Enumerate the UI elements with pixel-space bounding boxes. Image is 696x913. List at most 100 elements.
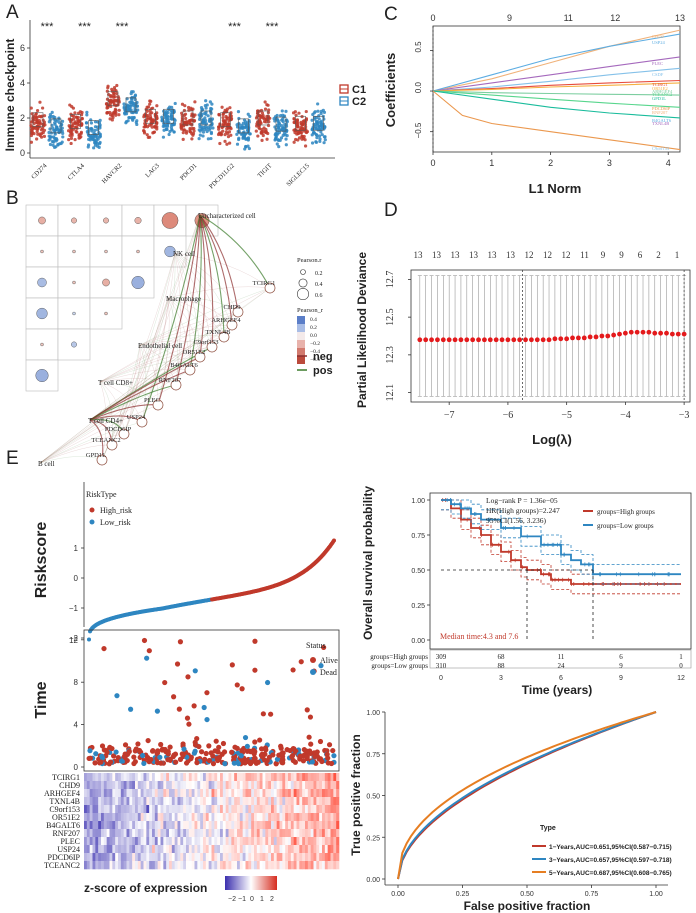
panel-a-point <box>72 114 76 118</box>
panel-a-point <box>95 138 99 142</box>
panel-a-point <box>133 93 138 97</box>
panel-a-point <box>60 119 65 123</box>
panel-a-point <box>170 105 174 109</box>
panel-a-point <box>36 132 40 136</box>
panel-a-point <box>34 113 38 117</box>
panel-a-point <box>70 118 74 122</box>
panel-a-point <box>57 130 61 135</box>
panel-a-point <box>111 95 116 99</box>
panel-a-point <box>61 135 65 139</box>
panel-a-point <box>50 110 54 114</box>
panel-a-point <box>185 121 189 126</box>
panel-a-point <box>75 125 79 129</box>
panel-a-point <box>148 112 152 116</box>
panel-a-point <box>173 101 177 106</box>
panel-a-point <box>76 115 80 120</box>
panel-a-point <box>226 131 230 136</box>
panel-a-point <box>58 124 63 129</box>
panel-a-point <box>148 99 152 103</box>
panel-a-point <box>108 110 112 115</box>
panel-a-point <box>225 142 229 146</box>
panel-a-point <box>117 113 121 117</box>
panel-a-point <box>199 106 204 110</box>
panel-a-point <box>117 108 121 112</box>
panel-a-point <box>91 137 95 142</box>
panel-a-point <box>210 117 215 121</box>
panel-a-point <box>229 127 233 131</box>
panel-a-point <box>53 121 57 125</box>
panel-a-point <box>204 125 208 129</box>
panel-a-point <box>191 113 195 117</box>
panel-a-point <box>69 136 74 140</box>
panel-a-point <box>95 142 100 146</box>
panel-a-point <box>160 115 164 119</box>
panel-a-point <box>228 106 232 110</box>
panel-a-point <box>150 125 154 129</box>
panel-a-box <box>125 97 137 113</box>
panel-a-ytick-label: 6 <box>20 43 25 53</box>
panel-a-point <box>106 105 110 110</box>
roc-curve <box>397 711 657 880</box>
panel-a-point <box>223 132 227 137</box>
panel-a-box <box>50 118 62 134</box>
panel-a-point <box>86 126 90 130</box>
panel-a-point <box>106 84 110 88</box>
panel-a-point <box>197 113 201 117</box>
panel-a-point <box>29 106 33 110</box>
panel-a-point <box>198 122 202 127</box>
roc-ylabel: True positive fraction <box>349 734 363 855</box>
panel-a-point <box>98 126 102 130</box>
panel-a-point <box>221 115 225 120</box>
panel-a-point <box>181 137 185 141</box>
roc-ytick-label: 0.50 <box>366 794 380 801</box>
roc-xlabel: False positive fraction <box>464 899 591 913</box>
panel-a-point <box>69 131 73 135</box>
panel-a-point <box>198 129 202 133</box>
panel-a-point <box>180 102 185 106</box>
panel-a-point <box>169 125 174 130</box>
panel-a-point <box>80 117 84 121</box>
panel-a-point <box>90 127 94 131</box>
panel-a-point <box>218 123 222 127</box>
panel-a-point <box>108 101 113 106</box>
panel-a-point <box>142 128 146 133</box>
panel-a-point <box>92 131 96 135</box>
panel-a-point <box>153 125 157 129</box>
panel-a-point <box>76 111 81 115</box>
panel-a-point <box>68 103 72 107</box>
roc-legend-title: Type <box>540 825 556 832</box>
panel-a-box <box>88 120 99 135</box>
panel-a-point <box>228 141 232 145</box>
panel-a-point <box>93 120 98 124</box>
roc-legend-label: 5−Years,AUC=0.687,95%CI(0.608−0.765) <box>549 870 672 877</box>
panel-a-point <box>42 134 47 138</box>
panel-a-point <box>243 147 247 151</box>
panel-a-box <box>200 110 212 126</box>
panel-a-point <box>112 91 116 96</box>
panel-a-point <box>61 131 65 135</box>
panel-a-point <box>110 99 115 103</box>
panel-a-point <box>127 116 131 120</box>
roc-xtick-label: 0.75 <box>585 891 599 898</box>
panel-a-point <box>206 137 210 141</box>
panel-a-point <box>184 116 188 121</box>
panel-a-point <box>209 136 213 141</box>
panel-a-point <box>98 133 102 137</box>
panel-a-point <box>146 105 151 109</box>
panel-a-point <box>51 135 56 139</box>
panel-a-point <box>142 115 146 119</box>
panel-a-point <box>149 122 153 127</box>
panel-a-point <box>122 102 126 106</box>
panel-a-point <box>129 108 133 112</box>
panel-a-point <box>89 121 94 125</box>
panel-a-ylabel: Immune checkpoint <box>3 39 17 152</box>
panel-a-point <box>162 128 166 132</box>
panel-a-point <box>124 112 129 116</box>
panel-a-point <box>117 100 121 104</box>
panel-a-box <box>220 112 231 128</box>
panel-a-point <box>88 134 93 138</box>
panel-a-point <box>128 100 132 104</box>
panel-a-point <box>201 121 205 125</box>
panel-a-point <box>226 135 231 139</box>
